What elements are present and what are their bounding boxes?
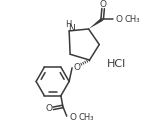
Text: O: O [70,113,77,122]
Text: O: O [46,104,53,113]
Text: HCl: HCl [107,59,126,69]
Text: O: O [100,0,107,9]
Text: N: N [68,24,74,32]
Text: CH₃: CH₃ [124,15,140,24]
Polygon shape [89,18,103,29]
Text: O: O [116,15,123,24]
Text: CH₃: CH₃ [78,113,94,122]
Text: O: O [73,63,80,72]
Text: H: H [65,20,71,29]
